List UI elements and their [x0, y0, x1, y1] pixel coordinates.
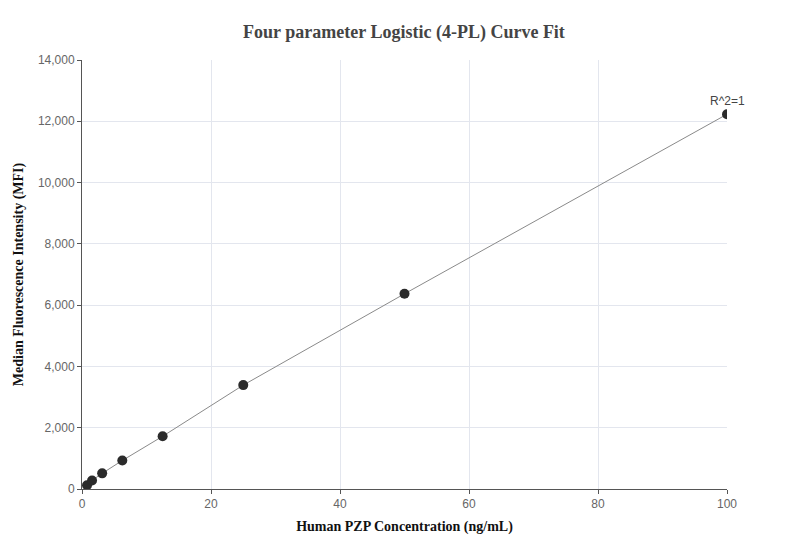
svg-text:0: 0	[79, 497, 86, 511]
svg-text:12,000: 12,000	[38, 114, 75, 128]
svg-text:2,000: 2,000	[45, 421, 75, 435]
svg-text:4,000: 4,000	[45, 360, 75, 374]
svg-text:0: 0	[68, 482, 75, 496]
svg-text:20: 20	[204, 497, 218, 511]
svg-text:100: 100	[717, 497, 737, 511]
svg-text:60: 60	[462, 497, 476, 511]
svg-text:Median Fluorescence Intensity: Median Fluorescence Intensity (MFI)	[11, 163, 27, 387]
svg-text:Human PZP Concentration (ng/mL: Human PZP Concentration (ng/mL)	[296, 519, 513, 535]
svg-text:R^2=1: R^2=1	[710, 94, 745, 108]
svg-text:14,000: 14,000	[38, 53, 75, 67]
svg-text:80: 80	[591, 497, 605, 511]
svg-text:10,000: 10,000	[38, 176, 75, 190]
svg-text:8,000: 8,000	[45, 237, 75, 251]
svg-text:6,000: 6,000	[45, 298, 75, 312]
svg-text:Four parameter Logistic (4-PL): Four parameter Logistic (4-PL) Curve Fit	[243, 22, 565, 43]
svg-text:40: 40	[333, 497, 347, 511]
